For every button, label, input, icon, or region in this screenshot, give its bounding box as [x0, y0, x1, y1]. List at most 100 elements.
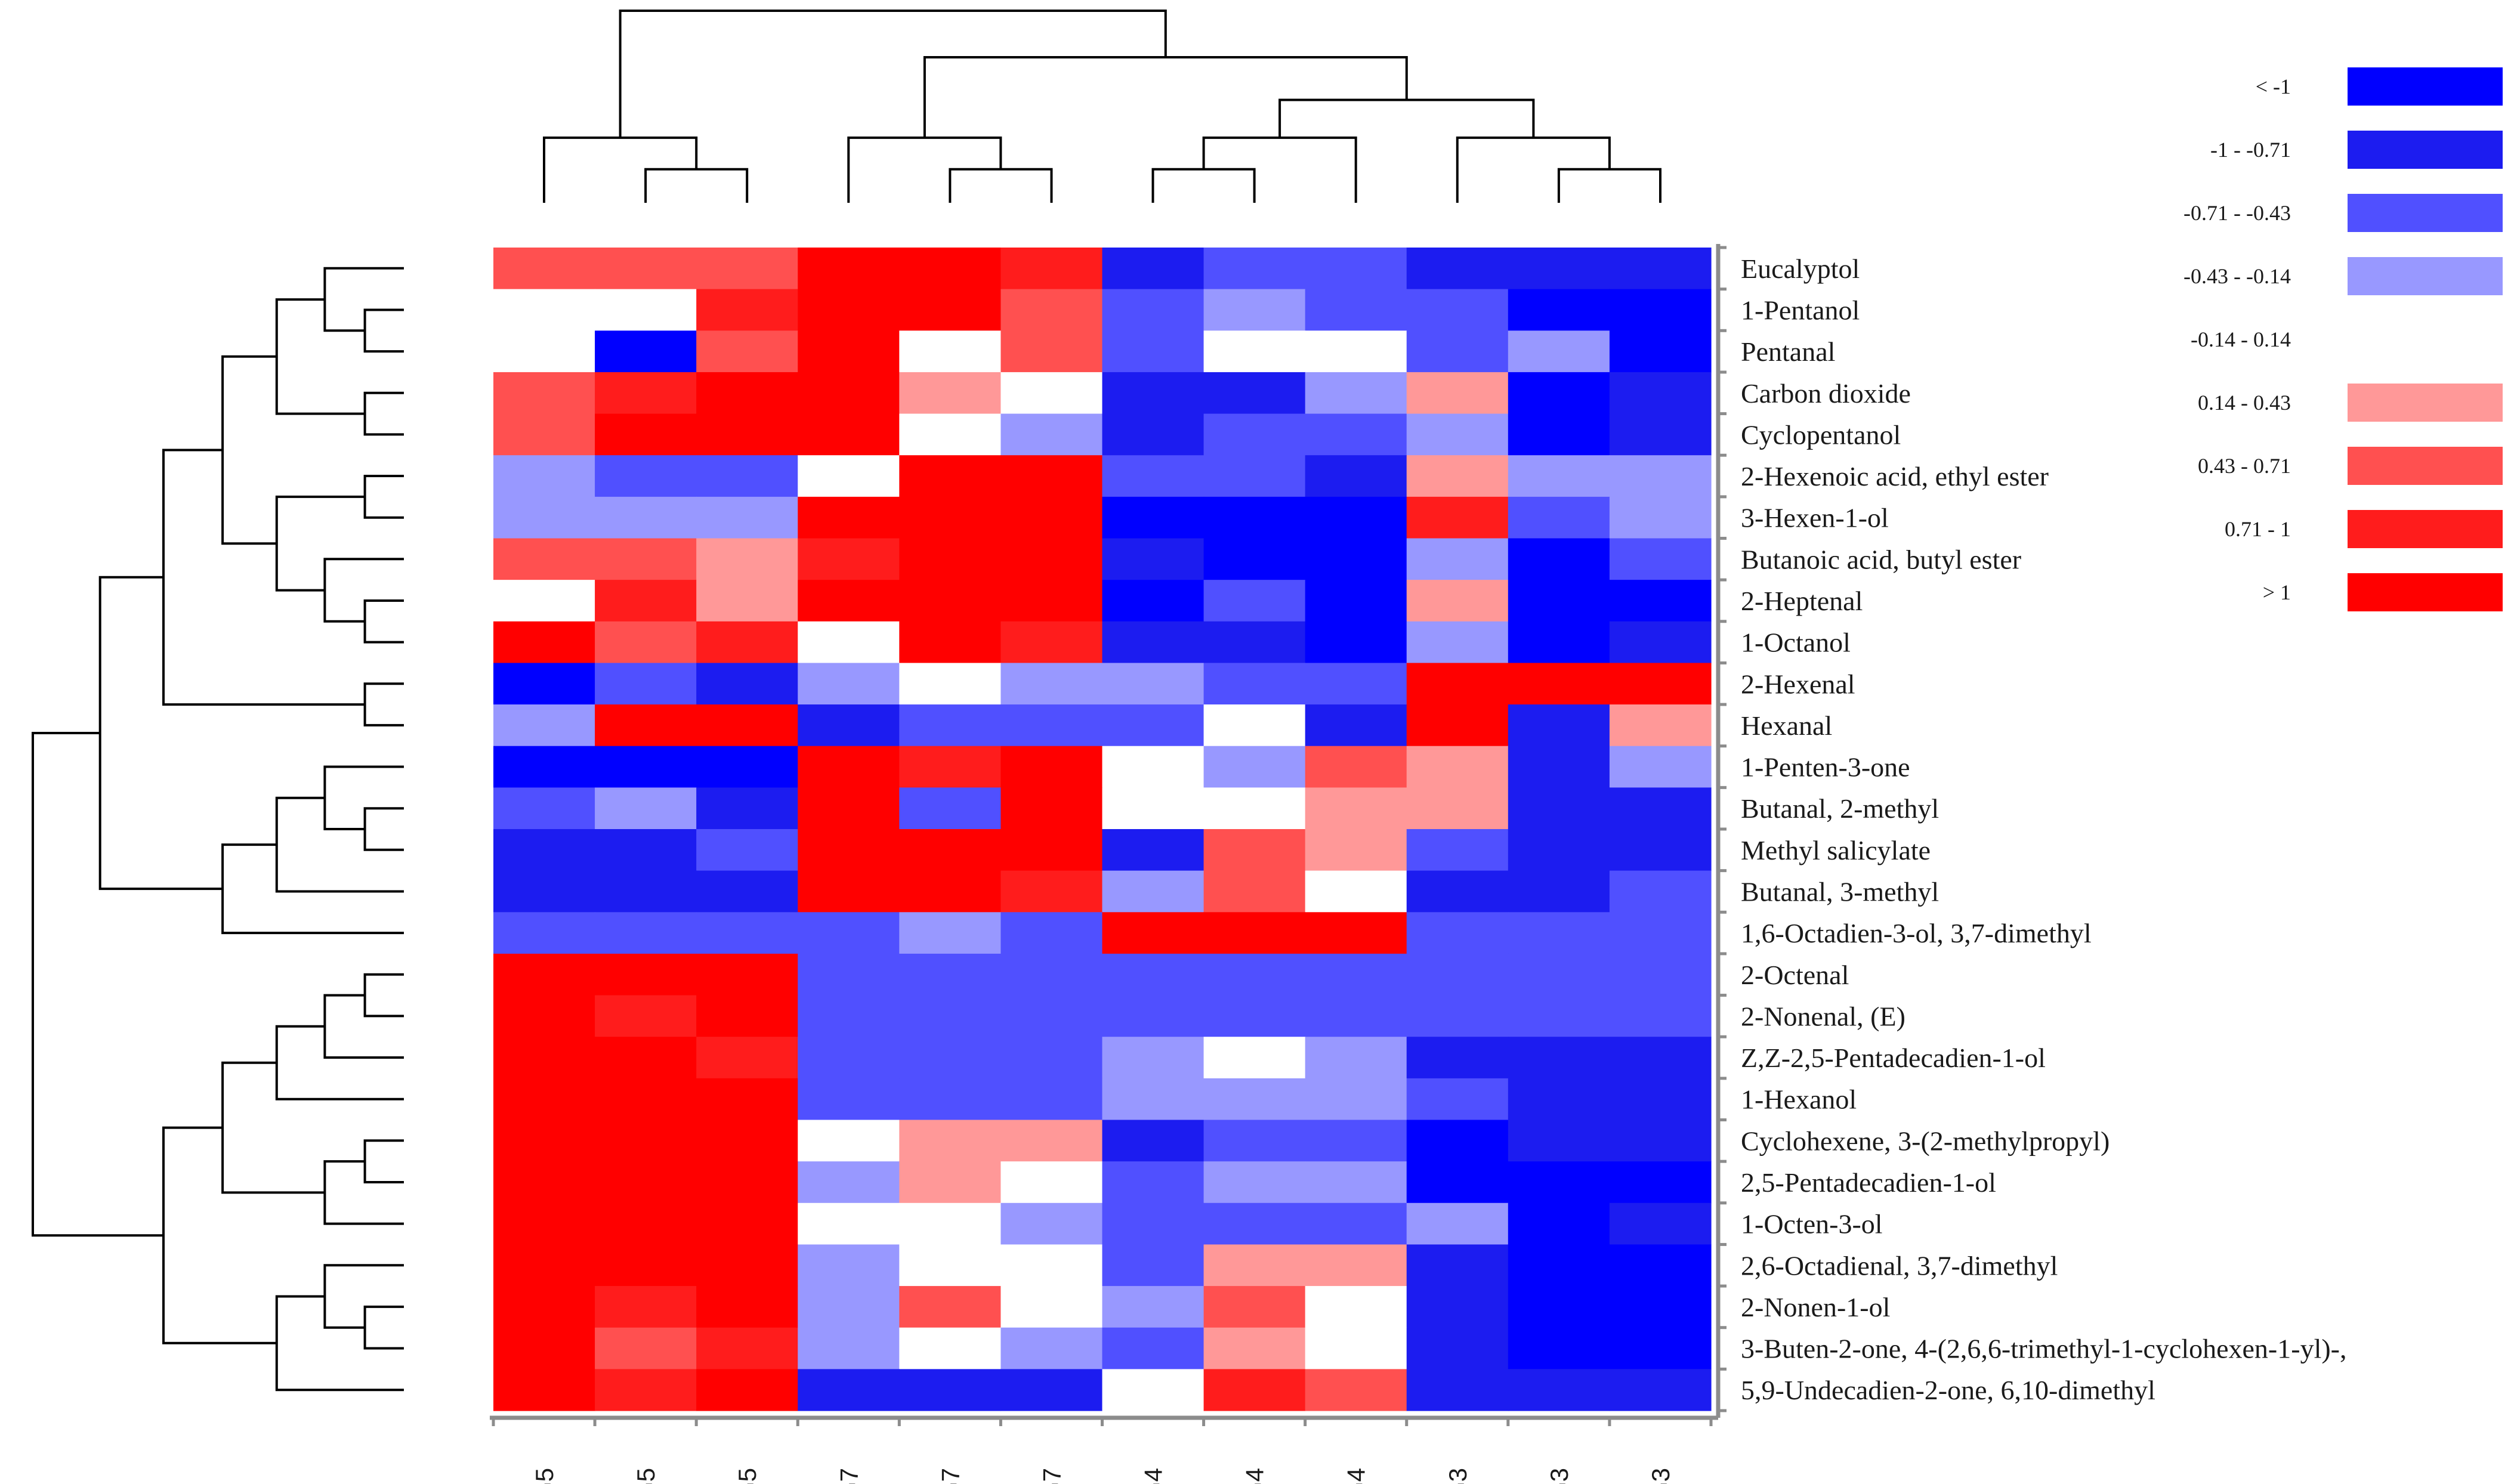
heatmap-cell-r27-c2: [696, 1369, 798, 1411]
heatmap-cell-r16-c3: [798, 912, 900, 954]
heatmap-cell-r0-c0: [493, 248, 595, 290]
heatmap-cell-r15-c7: [1203, 870, 1306, 913]
heatmap-cell-r12-c2: [696, 746, 798, 788]
column-dendrogram-link-4: [1151, 168, 1256, 203]
row-label-2-octenal: 2-Octenal: [1741, 960, 1849, 990]
heatmap-cell-r21-c0: [493, 1120, 595, 1162]
legend-label-8: > 1: [2263, 580, 2291, 604]
heatmap-cell-r13-c8: [1305, 787, 1407, 830]
heatmap-cell-r2-c8: [1305, 330, 1407, 373]
heatmap-cell-r6-c4: [899, 496, 1002, 539]
heatmap-cell-r12-c7: [1203, 746, 1306, 788]
row-label-butanoic-acid-butyl-ester: Butanoic acid, butyl ester: [1741, 544, 2021, 574]
heatmap-cell-r12-c5: [1000, 746, 1103, 788]
heatmap-cell-r22-c10: [1508, 1161, 1610, 1204]
heatmap-cell-r15-c1: [595, 870, 697, 913]
heatmap-cell-r22-c0: [493, 1161, 595, 1204]
heatmap-cell-r20-c2: [696, 1078, 798, 1121]
heatmap-cell-r14-c0: [493, 829, 595, 871]
heatmap-cell-r18-c4: [899, 995, 1002, 1037]
heatmap-cell-r9-c5: [1000, 621, 1103, 664]
heatmap-cell-r21-c4: [899, 1120, 1002, 1162]
heatmap-cell-r6-c8: [1305, 496, 1407, 539]
heatmap-cell-r27-c6: [1102, 1369, 1205, 1411]
row-label-2-5-pentadecadien-1-ol: 2,5-Pentadecadien-1-ol: [1741, 1167, 1996, 1198]
heatmap-cell-r23-c9: [1406, 1202, 1509, 1245]
heatmap-cell-r27-c11: [1609, 1369, 1712, 1411]
heatmap-cell-r8-c3: [798, 580, 900, 622]
row-dendrogram-link-4: [363, 475, 404, 519]
heatmap-cell-r19-c8: [1305, 1037, 1407, 1079]
heatmap-cell-r2-c7: [1203, 330, 1306, 373]
heatmap-cell-r17-c6: [1102, 953, 1205, 996]
heatmap-cell-r26-c2: [696, 1327, 798, 1369]
column-dendrogram: [543, 10, 1661, 203]
legend-label-7: 0.71 - 1: [2225, 517, 2291, 541]
row-dendrogram-link-8: [221, 355, 277, 545]
heatmap-cell-r3-c1: [595, 372, 697, 415]
heatmap-cell-r4-c2: [696, 413, 798, 456]
column-label-6: G4: [1139, 1468, 1168, 1484]
heatmap-cell-r11-c5: [1000, 704, 1103, 747]
heatmap-cell-r9-c3: [798, 621, 900, 664]
heatmap-cell-r16-c11: [1609, 912, 1712, 954]
heatmap-cell-r1-c10: [1508, 289, 1610, 331]
row-label-methyl-salicylate: Methyl salicylate: [1741, 835, 1931, 865]
heatmap-cell-r21-c2: [696, 1120, 798, 1162]
heatmap-cell-r20-c5: [1000, 1078, 1103, 1121]
heatmap-cell-r22-c5: [1000, 1161, 1103, 1204]
heatmap-cell-r26-c6: [1102, 1327, 1205, 1369]
heatmap-cell-r6-c5: [1000, 496, 1103, 539]
row-dendrogram-link-19: [363, 1139, 404, 1183]
heatmap-cell-r21-c8: [1305, 1120, 1407, 1162]
heatmap-cell-r4-c10: [1508, 413, 1610, 456]
row-label-2-heptenal: 2-Heptenal: [1741, 586, 1863, 616]
heatmap-cell-r8-c11: [1609, 580, 1712, 622]
column-labels: G5 G5 G5 G7 G7 G7 G4 G4 G4 G3 G3 G3: [530, 1468, 1675, 1484]
heatmap-cell-r14-c10: [1508, 829, 1610, 871]
heatmap-cell-r17-c5: [1000, 953, 1103, 996]
heatmap-cell-r27-c4: [899, 1369, 1002, 1411]
heatmap-cell-r2-c3: [798, 330, 900, 373]
heatmap-cell-r20-c8: [1305, 1078, 1407, 1121]
row-label-pentanal: Pentanal: [1741, 336, 1835, 367]
heatmap-cell-r21-c10: [1508, 1120, 1610, 1162]
heatmap-cell-r24-c6: [1102, 1244, 1205, 1287]
heatmap-cell-r7-c11: [1609, 538, 1712, 580]
heatmap-cell-r16-c1: [595, 912, 697, 954]
heatmap-cell-r17-c9: [1406, 953, 1509, 996]
heatmap-cell-r2-c10: [1508, 330, 1610, 373]
heatmap-cell-r7-c5: [1000, 538, 1103, 580]
heatmap-cell-r16-c9: [1406, 912, 1509, 954]
heatmap-cell-r20-c10: [1508, 1078, 1610, 1121]
heatmap-cell-r14-c4: [899, 829, 1002, 871]
color-legend: < -1 -1 - -0.71 -0.71 - -0.43 -0.43 - -0.14…: [2183, 67, 2503, 611]
heatmap-cell-r26-c11: [1609, 1327, 1712, 1369]
heatmap-cell-r18-c2: [696, 995, 798, 1037]
heatmap-cell-r3-c11: [1609, 372, 1712, 415]
row-dendrogram-link-10: [162, 449, 365, 706]
heatmap-cell-r8-c9: [1406, 580, 1509, 622]
heatmap-cell-r14-c7: [1203, 829, 1306, 871]
heatmap-axes: [490, 244, 1727, 1426]
heatmap-cell-r12-c10: [1508, 746, 1610, 788]
heatmap-cell-r15-c9: [1406, 870, 1509, 913]
heatmap-cell-r0-c3: [798, 248, 900, 290]
heatmap-cell-r7-c10: [1508, 538, 1610, 580]
row-dendrogram: [32, 267, 404, 1392]
heatmap-cell-r16-c0: [493, 912, 595, 954]
heatmap-cell-r0-c10: [1508, 248, 1610, 290]
heatmap-cell-r26-c7: [1203, 1327, 1306, 1369]
row-label-3-buten-2-one-4-2-6-6-trimethyl-1-cyclohexen-1-yl: 3-Buten-2-one, 4-(2,6,6-trimethyl-1-cycl…: [1741, 1334, 2346, 1364]
heatmap-cell-r7-c2: [696, 538, 798, 580]
heatmap-cell-r20-c7: [1203, 1078, 1306, 1121]
heatmap-cell-r25-c10: [1508, 1286, 1610, 1328]
heatmap-cell-r10-c7: [1203, 663, 1306, 705]
heatmap-cell-r20-c6: [1102, 1078, 1205, 1121]
row-label-cyclopentanol: Cyclopentanol: [1741, 419, 1901, 450]
heatmap-cell-r7-c6: [1102, 538, 1205, 580]
heatmap-cell-r19-c3: [798, 1037, 900, 1079]
heatmap-cell-r23-c6: [1102, 1202, 1205, 1245]
heatmap-cell-r24-c10: [1508, 1244, 1610, 1287]
heatmap-cell-r13-c7: [1203, 787, 1306, 830]
